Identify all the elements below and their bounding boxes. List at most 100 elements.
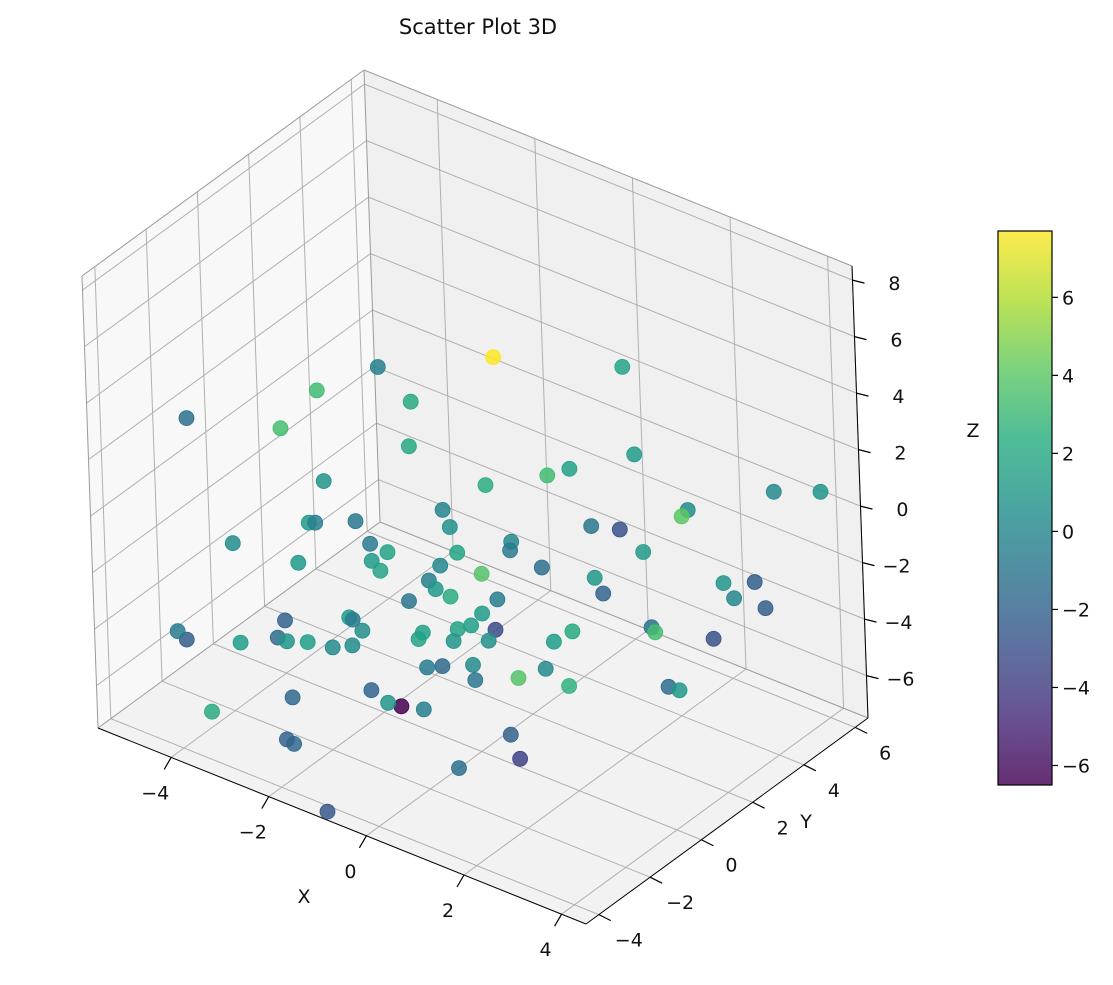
z-tick-label: 8 (888, 273, 900, 295)
colorbar-tick-label: 0 (1062, 521, 1074, 543)
grid-line-z (92, 366, 375, 574)
data-point (512, 750, 528, 767)
data-point (746, 574, 763, 590)
grid-line-y (299, 116, 317, 569)
z-tick-mark (854, 336, 867, 341)
grid-line-z (88, 253, 371, 461)
z-tick-label: −4 (884, 612, 912, 634)
colorbar-tick-label: −2 (1062, 599, 1090, 621)
z-tick-label: 4 (892, 386, 904, 408)
x-tick-label: −2 (239, 822, 267, 844)
grid-line-z (372, 309, 861, 507)
pane-edge (363, 69, 853, 267)
z-tick-label: 6 (890, 330, 902, 352)
z-tick-mark (860, 505, 873, 510)
data-point (380, 694, 397, 711)
data-point (583, 518, 600, 534)
data-point (757, 600, 774, 617)
x-tick-label: 4 (540, 939, 552, 961)
data-point (441, 519, 458, 535)
data-point (465, 657, 481, 673)
z-tick-mark (862, 562, 875, 567)
data-point (467, 672, 484, 688)
grid-line-z (86, 196, 369, 404)
data-point (434, 501, 451, 518)
data-point (284, 689, 301, 706)
grid-line-z (368, 196, 857, 394)
x-tick-mark (456, 874, 465, 888)
data-point (595, 585, 612, 602)
z-tick-mark (866, 675, 879, 680)
data-point (324, 639, 341, 656)
data-point (290, 554, 307, 571)
grid-line-y (161, 680, 651, 878)
y-tick-label: 2 (777, 817, 789, 839)
data-point (224, 535, 241, 552)
z-tick-mark (864, 618, 877, 623)
data-point (372, 562, 389, 579)
pane-edge (81, 275, 99, 729)
data-point (485, 349, 502, 366)
y-tick-mark (701, 839, 714, 847)
data-point (474, 605, 491, 622)
grid-line-z (364, 83, 853, 281)
data-point (477, 477, 494, 494)
data-point (232, 634, 249, 651)
x-axis-label: X (297, 886, 310, 908)
data-point (354, 622, 371, 639)
y-tick-label: 0 (725, 855, 737, 877)
grid-line-z (376, 422, 865, 620)
data-point (277, 612, 293, 629)
data-point (451, 760, 467, 776)
tick-labels: −4 −2 0 2 4 −4 −2 0 2 4 6 −6 −4 −2 0 2 4 6 8 (141, 273, 914, 961)
data-point (561, 460, 578, 477)
z-tick-mark (858, 449, 871, 454)
data-point (393, 698, 410, 715)
chart-title: Scatter Plot 3D (399, 15, 557, 39)
data-point (611, 521, 628, 538)
data-point (673, 508, 690, 525)
x-tick-mark (163, 757, 172, 770)
data-point (299, 634, 316, 650)
x-tick-label: −4 (141, 782, 169, 804)
data-point (401, 593, 417, 609)
data-point (705, 630, 722, 647)
data-point (510, 670, 527, 686)
data-point (502, 726, 519, 743)
data-point (715, 575, 732, 591)
data-point (671, 682, 688, 699)
grid-line-y (264, 605, 753, 803)
y-tick-label: −2 (666, 892, 694, 914)
data-point (272, 420, 289, 437)
z-tick-label: 2 (894, 443, 906, 465)
colorbar: −6 −4 −2 0 2 4 6 (997, 230, 1090, 786)
data-point (369, 359, 386, 375)
grid-line-y (213, 643, 702, 841)
data-point (362, 535, 379, 552)
colorbar-tick-label: 4 (1062, 365, 1074, 387)
data-point (586, 569, 603, 586)
data-point (635, 544, 652, 560)
grid-line-z (96, 479, 379, 687)
data-point (765, 483, 782, 500)
data-point (533, 559, 550, 576)
grid-line-y (145, 229, 163, 682)
z-tick-label: 0 (896, 499, 908, 521)
colorbar-tick-label: −4 (1062, 677, 1090, 699)
grid-line-y (196, 191, 214, 644)
data-point (564, 623, 581, 640)
z-axis-label: Z (966, 420, 979, 442)
data-point (626, 446, 643, 463)
scatter-points (169, 349, 829, 820)
data-point (169, 623, 186, 640)
grid-line-z (374, 366, 863, 564)
data-point (614, 358, 631, 375)
y-axis-line (585, 717, 869, 925)
colorbar-gradient (997, 230, 1053, 786)
data-point (445, 633, 462, 649)
pane-edge (363, 69, 381, 523)
data-point (344, 611, 361, 628)
grid-line-y (248, 154, 266, 607)
grid-line-y (315, 568, 805, 766)
y-tick-mark (854, 726, 868, 734)
